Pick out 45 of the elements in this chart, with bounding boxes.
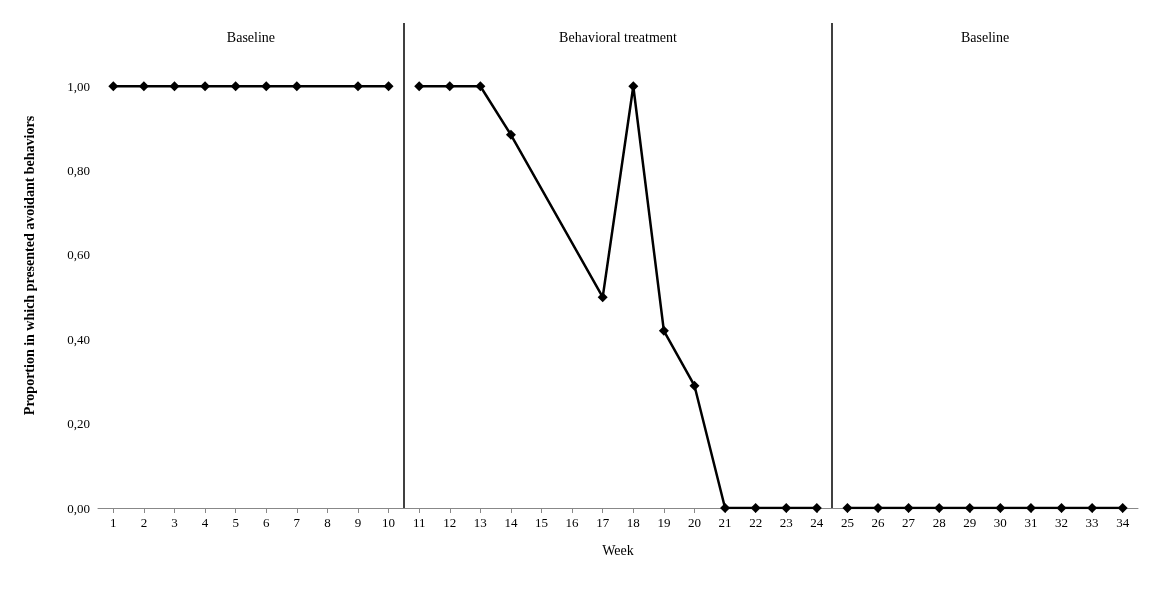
y-tick-label: 1,00 [67,78,90,94]
y-tick-label: 0,00 [67,500,90,516]
x-tick-label: 27 [902,515,916,530]
x-axis-title: Week [602,542,634,558]
x-tick-label: 26 [871,515,885,530]
annotation: Baseline [226,29,276,45]
x-tick-label: 6 [262,515,270,530]
y-tick-label: 0,20 [67,416,90,432]
x-tick-label: 22 [749,515,763,530]
x-tick-label: 15 [535,515,549,530]
x-tick-label: 33 [1085,515,1099,530]
y-tick-label: 0,60 [67,247,90,263]
annotation: Behavioral treatment [559,29,677,45]
x-tick-label: 11 [412,515,426,530]
x-tick-label: 4 [201,515,209,530]
annotation: Baseline [960,29,1010,45]
x-tick-label: 23 [779,515,793,530]
y-tick-label: 0,80 [67,163,90,179]
x-tick-label: 29 [963,515,977,530]
x-tick-label: 21 [718,515,732,530]
x-tick-label: 3 [171,515,178,530]
x-tick-label: 18 [626,515,640,530]
x-tick-label: 1 [110,515,117,530]
y-tick-label: 0,40 [67,331,90,347]
x-tick-label: 14 [504,515,518,530]
x-tick-label: 31 [1024,515,1038,530]
x-tick-label: 5 [232,515,239,530]
x-tick-label: 25 [840,515,854,530]
x-tick-label: 34 [1116,515,1130,530]
x-tick-label: 16 [565,515,580,530]
x-tick-label: 12 [443,515,457,530]
x-tick-label: 32 [1055,515,1069,530]
x-tick-label: 2 [140,515,148,530]
x-tick-label: 19 [657,515,671,530]
x-tick-label: 24 [810,515,824,530]
x-tick-label: 7 [293,515,301,530]
x-tick-label: 8 [324,515,331,530]
x-tick-label: 20 [687,515,701,530]
x-tick-label: 17 [596,515,610,530]
x-tick-label: 10 [382,515,396,530]
x-tick-label: 13 [473,515,487,530]
x-tick-label: 9 [354,515,362,530]
x-tick-label: 28 [932,515,946,530]
y-axis-title: Proportion in which presented avoidant behaviors [21,115,37,416]
x-tick-label: 30 [993,515,1007,530]
